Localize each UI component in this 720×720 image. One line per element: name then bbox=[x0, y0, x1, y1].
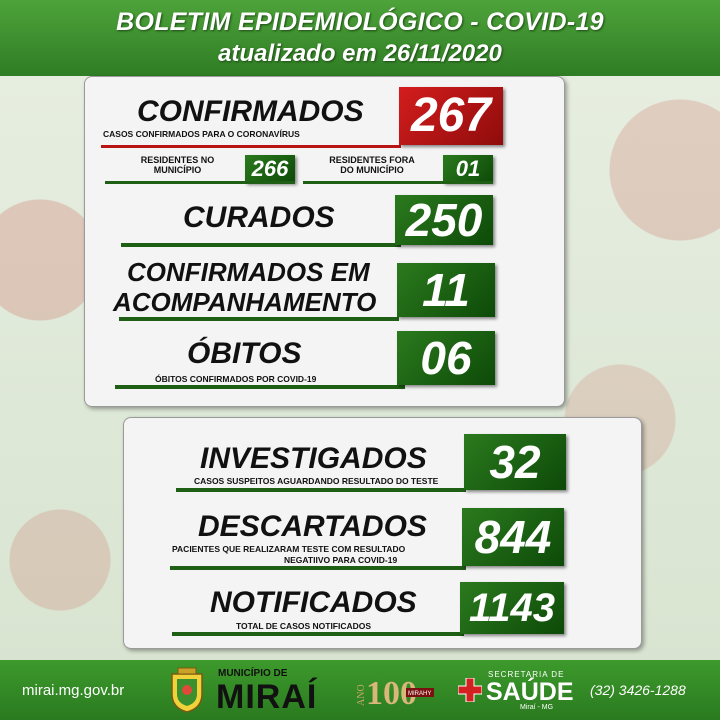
confirmados-sublabel: CASOS CONFIRMADOS PARA O CORONAVÍRUS bbox=[103, 129, 300, 139]
fora-value: 01 bbox=[443, 155, 493, 183]
descartados-value: 844 bbox=[462, 508, 564, 566]
confirmed-cases-panel: CONFIRMADOS CASOS CONFIRMADOS PARA O COR… bbox=[84, 76, 565, 407]
svg-text:MIRAHY: MIRAHY bbox=[408, 691, 431, 697]
descartados-label: DESCARTADOS bbox=[198, 510, 427, 543]
obitos-value: 06 bbox=[397, 331, 495, 385]
descartados-sublabel-2: NEGATIIVO PARA COVID-19 bbox=[284, 555, 398, 565]
residentes-value: 266 bbox=[245, 155, 295, 183]
fora-underline bbox=[303, 181, 493, 184]
curados-value: 250 bbox=[395, 195, 493, 245]
investigados-value: 32 bbox=[464, 434, 566, 490]
descartados-sublabel-1: PACIENTES QUE REALIZARAM TESTE COM RESUL… bbox=[172, 544, 406, 554]
investigados-sublabel: CASOS SUSPEITOS AGUARDANDO RESULTADO DO … bbox=[194, 476, 439, 486]
svg-text:ANO: ANO bbox=[356, 684, 367, 706]
footer-banner: mirai.mg.gov.br MUNICÍPIO DE MIRAÍ ANO 1… bbox=[0, 660, 720, 720]
residentes-label: RESIDENTES NO MUNICÍPIO bbox=[140, 155, 215, 175]
municipio-name: MIRAÍ bbox=[216, 678, 318, 716]
acompanhamento-label-2: ACOMPANHAMENTO bbox=[113, 287, 377, 317]
curados-label: CURADOS bbox=[183, 201, 335, 234]
acompanhamento-value: 11 bbox=[397, 263, 495, 317]
secretaria-small-label: SECRETARIA DE bbox=[488, 670, 565, 679]
investigados-label: INVESTIGADOS bbox=[200, 442, 427, 475]
investigation-panel: INVESTIGADOS CASOS SUSPEITOS AGUARDANDO … bbox=[123, 417, 642, 649]
municipal-crest-icon bbox=[171, 667, 203, 713]
descartados-underline bbox=[170, 566, 466, 570]
centenary-logo-icon: ANO 100 MIRAHY bbox=[356, 675, 434, 712]
confirmados-underline bbox=[101, 145, 401, 148]
residentes-underline bbox=[105, 181, 295, 184]
secretaria-name: SAÚDE bbox=[486, 678, 574, 706]
bulletin-title: BOLETIM EPIDEMIOLÓGICO - COVID-19 bbox=[116, 8, 604, 36]
municipio-small-label: MUNICÍPIO DE bbox=[218, 668, 288, 679]
obitos-label: ÓBITOS bbox=[187, 337, 302, 370]
header-banner: BOLETIM EPIDEMIOLÓGICO - COVID-19 atuali… bbox=[0, 0, 720, 76]
acompanhamento-underline bbox=[119, 317, 399, 321]
notificados-underline bbox=[172, 632, 464, 636]
health-cross-icon bbox=[458, 678, 482, 702]
fora-label: RESIDENTES FORA DO MUNICÍPIO bbox=[329, 155, 415, 175]
notificados-value: 1143 bbox=[460, 582, 564, 634]
obitos-underline bbox=[115, 385, 405, 389]
website-link[interactable]: mirai.mg.gov.br bbox=[22, 682, 125, 699]
notificados-sublabel: TOTAL DE CASOS NOTIFICADOS bbox=[236, 621, 372, 631]
notificados-label: NOTIFICADOS bbox=[210, 586, 417, 619]
curados-underline bbox=[121, 243, 401, 247]
update-date: atualizado em 26/11/2020 bbox=[218, 40, 502, 67]
confirmados-label: CONFIRMADOS bbox=[137, 95, 364, 128]
acompanhamento-label-1: CONFIRMADOS EM bbox=[127, 257, 370, 287]
secretaria-city: Miraí - MG bbox=[520, 704, 554, 711]
confirmados-value: 267 bbox=[399, 87, 503, 145]
obitos-sublabel: ÓBITOS CONFIRMADOS POR COVID-19 bbox=[155, 374, 317, 384]
phone-number: (32) 3426-1288 bbox=[590, 682, 686, 698]
investigados-underline bbox=[176, 488, 466, 492]
